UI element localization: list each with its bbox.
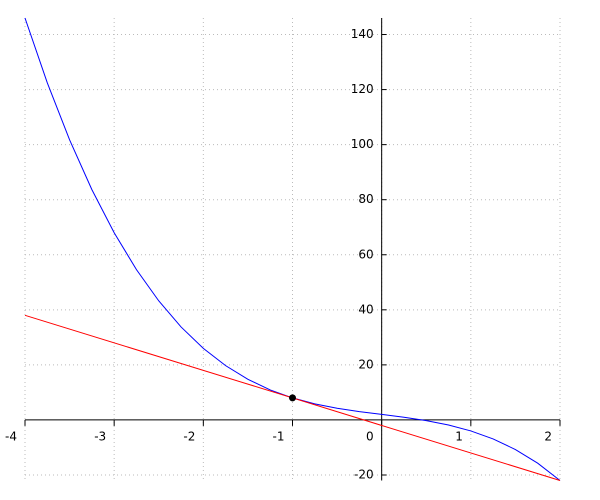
y-tick-label: 120 bbox=[351, 82, 374, 96]
x-tick-label: -2 bbox=[183, 429, 195, 443]
x-tick-label: 2 bbox=[544, 429, 552, 443]
x-tick-label: -3 bbox=[94, 429, 106, 443]
x-tick-label: -4 bbox=[5, 429, 17, 443]
y-tick-label: 60 bbox=[358, 247, 373, 261]
x-tick-label: 1 bbox=[455, 429, 463, 443]
y-tick-label: 20 bbox=[358, 357, 373, 371]
y-tick-label: 80 bbox=[358, 192, 373, 206]
y-tick-label: -20 bbox=[354, 467, 374, 481]
y-tick-label: 100 bbox=[351, 137, 374, 151]
x-tick-label: -1 bbox=[273, 429, 285, 443]
point bbox=[289, 394, 296, 402]
series-line bbox=[24, 17, 561, 481]
y-tick-label: 40 bbox=[358, 302, 373, 316]
y-tick-label: 140 bbox=[351, 27, 374, 41]
x-tick-label: 0 bbox=[366, 429, 374, 443]
